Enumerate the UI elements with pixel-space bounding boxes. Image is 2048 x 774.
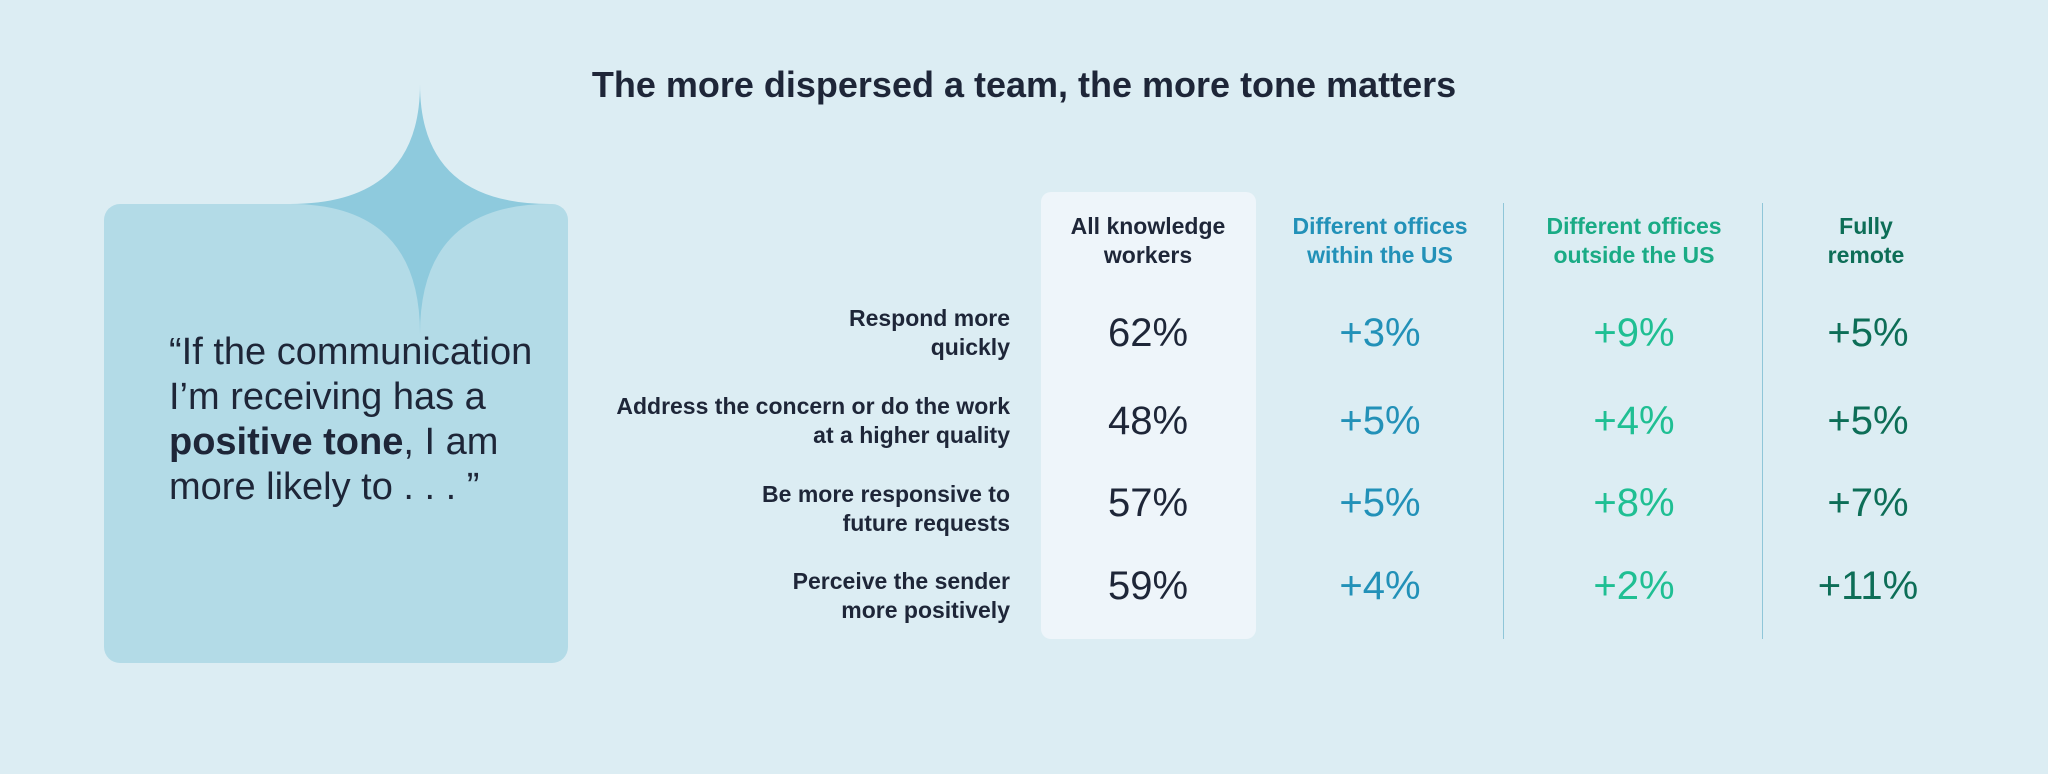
quote-text-intro: “If the communication I’m receiving has …: [169, 331, 533, 418]
column-divider: [1503, 203, 1504, 639]
cell-higher-quality-remote: +5%: [1827, 399, 1909, 443]
column-header-all-knowledge-workers: All knowledge workers: [1070, 213, 1226, 268]
all-knowledge-workers-column-highlight: [1041, 192, 1256, 639]
cell-respond-quickly-all: 62%: [1107, 311, 1189, 355]
row-label-more-responsive: Be more responsive to future requests: [762, 481, 1010, 536]
column-header-outside-us: Different offices outside the US: [1546, 213, 1722, 268]
cell-perceive-positively-all: 59%: [1107, 564, 1189, 608]
cell-more-responsive-remote: +7%: [1827, 481, 1909, 525]
cell-perceive-positively-remote: +11%: [1817, 564, 1919, 608]
quote-card: [104, 204, 568, 663]
cell-perceive-positively-within-us: +4%: [1339, 564, 1421, 608]
column-header-within-us: Different offices within the US: [1292, 213, 1468, 268]
cell-respond-quickly-outside-us: +9%: [1593, 311, 1675, 355]
column-divider: [1762, 203, 1763, 639]
cell-higher-quality-all: 48%: [1107, 399, 1189, 443]
cell-more-responsive-outside-us: +8%: [1593, 481, 1675, 525]
row-label-respond-quickly: Respond more quickly: [848, 305, 1010, 360]
quote-text-ending: , I am more likely to . . . ”: [169, 421, 499, 508]
cell-more-responsive-all: 57%: [1107, 481, 1189, 525]
cell-perceive-positively-outside-us: +2%: [1593, 564, 1675, 608]
chart-title: The more dispersed a team, the more tone…: [591, 64, 1457, 105]
cell-respond-quickly-remote: +5%: [1827, 311, 1909, 355]
cell-higher-quality-within-us: +5%: [1339, 399, 1421, 443]
cell-respond-quickly-within-us: +3%: [1339, 311, 1421, 355]
row-label-perceive-positively: Perceive the sender more positively: [792, 568, 1010, 623]
sparkle-icon: [290, 84, 550, 334]
column-header-fully-remote: Fully remote: [1827, 213, 1905, 268]
cell-higher-quality-outside-us: +4%: [1593, 399, 1675, 443]
row-label-higher-quality: Address the concern or do the work at a …: [616, 393, 1010, 448]
quote-text: “If the communication I’m receiving has …: [169, 330, 539, 510]
cell-more-responsive-within-us: +5%: [1339, 481, 1421, 525]
quote-text-emphasis: positive tone: [169, 421, 404, 463]
